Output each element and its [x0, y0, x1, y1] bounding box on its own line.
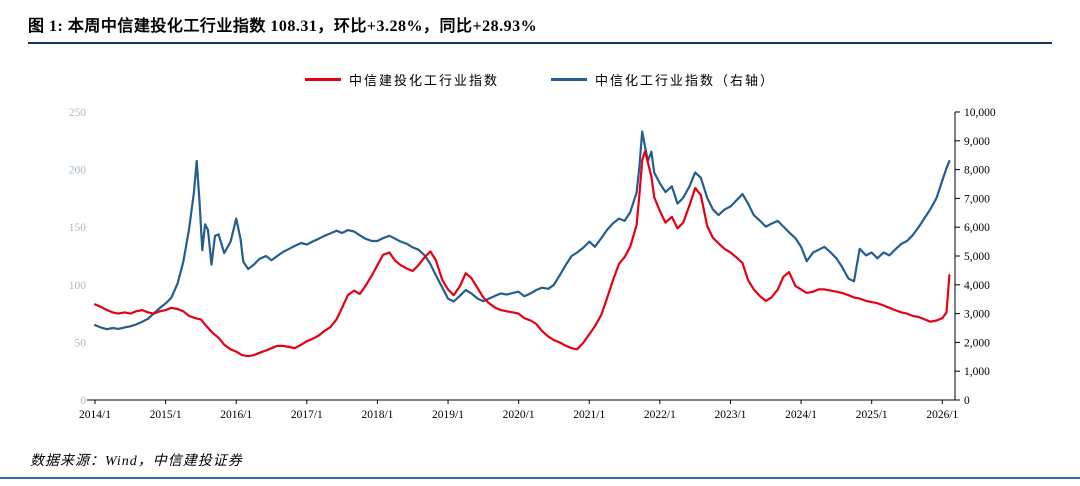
- data-source: 数据来源：Wind，中信建投证券: [30, 454, 243, 469]
- red-line-swatch: [304, 78, 341, 81]
- bottom-divider: [0, 477, 1080, 479]
- title-divider: [28, 42, 1052, 44]
- svg-text:200: 200: [69, 165, 87, 177]
- svg-text:2024/1: 2024/1: [785, 409, 817, 421]
- svg-text:3,000: 3,000: [964, 309, 990, 321]
- svg-text:150: 150: [69, 222, 87, 234]
- svg-text:2020/1: 2020/1: [503, 409, 535, 421]
- legend-label-csc-chem-index: 中信建投化工行业指数: [348, 73, 499, 88]
- legend-item-csc-chem-index: 中信建投化工行业指数: [304, 70, 499, 89]
- svg-text:2017/1: 2017/1: [291, 409, 323, 421]
- svg-text:2015/1: 2015/1: [150, 409, 182, 421]
- chart-legend: 中信建投化工行业指数 中信化工行业指数（右轴）: [0, 70, 1080, 89]
- svg-text:2022/1: 2022/1: [644, 409, 676, 421]
- svg-text:4,000: 4,000: [964, 280, 990, 292]
- svg-text:7,000: 7,000: [964, 193, 990, 205]
- svg-text:2019/1: 2019/1: [432, 409, 464, 421]
- svg-text:2,000: 2,000: [964, 337, 990, 349]
- svg-text:0: 0: [80, 395, 86, 407]
- svg-text:6,000: 6,000: [964, 222, 990, 234]
- svg-text:1,000: 1,000: [964, 366, 990, 378]
- svg-text:2023/1: 2023/1: [714, 409, 746, 421]
- svg-text:2026/1: 2026/1: [926, 409, 958, 421]
- svg-text:100: 100: [69, 280, 87, 292]
- svg-text:9,000: 9,000: [964, 136, 990, 148]
- svg-text:5,000: 5,000: [964, 251, 990, 263]
- svg-text:8,000: 8,000: [964, 165, 990, 177]
- svg-text:2014/1: 2014/1: [79, 409, 111, 421]
- svg-text:2021/1: 2021/1: [573, 409, 605, 421]
- svg-text:250: 250: [69, 107, 87, 119]
- svg-text:2016/1: 2016/1: [220, 409, 252, 421]
- figure-title: 图 1: 本周中信建投化工行业指数 108.31，环比+3.28%，同比+28.…: [28, 18, 538, 35]
- svg-text:50: 50: [75, 337, 87, 349]
- blue-line-swatch: [551, 78, 587, 81]
- svg-text:2018/1: 2018/1: [361, 409, 393, 421]
- svg-text:2025/1: 2025/1: [856, 409, 888, 421]
- legend-item-citic-chem-index: 中信化工行业指数（右轴）: [551, 70, 775, 89]
- svg-text:10,000: 10,000: [964, 107, 996, 119]
- svg-text:0: 0: [964, 395, 970, 407]
- legend-label-citic-chem-index: 中信化工行业指数（右轴）: [595, 73, 776, 88]
